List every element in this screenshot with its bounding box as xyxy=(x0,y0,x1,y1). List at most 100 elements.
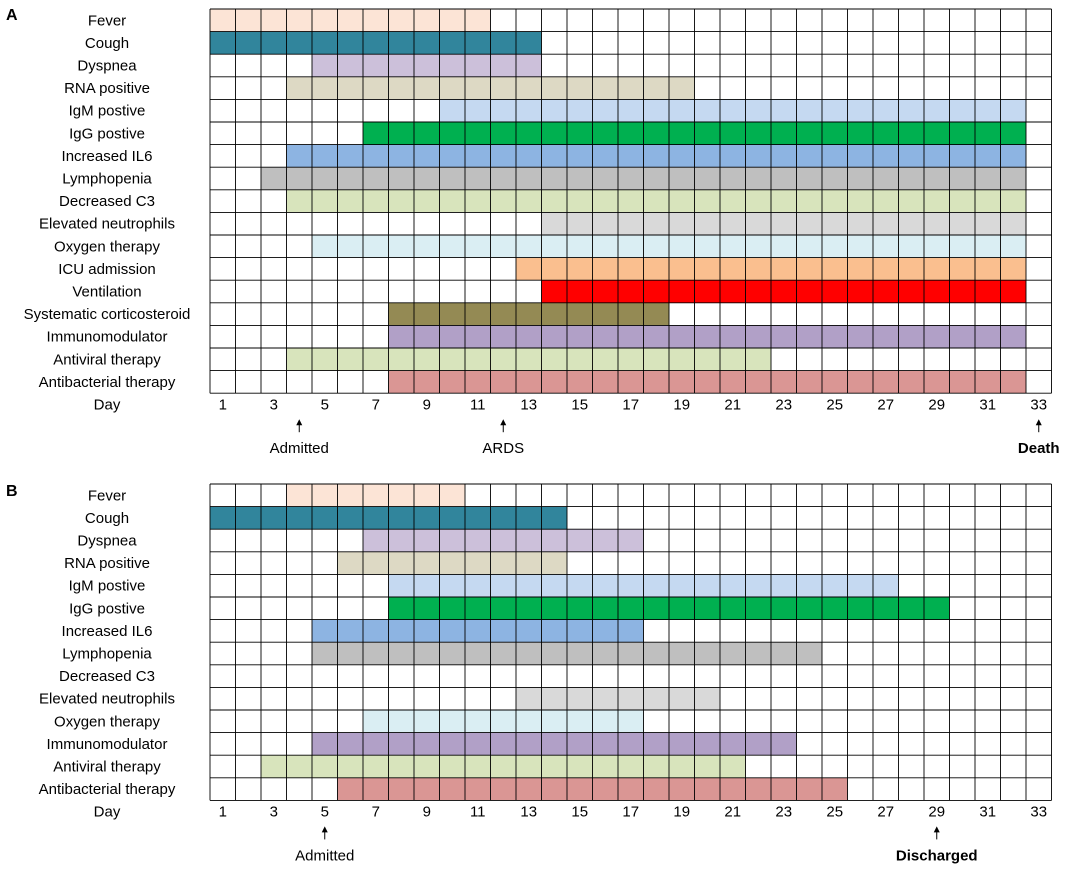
bar-cell xyxy=(388,122,414,145)
bar-cell xyxy=(567,280,593,303)
bar-cell xyxy=(312,755,338,778)
row-label: Ventilation xyxy=(72,284,141,301)
bar-cell xyxy=(516,144,542,168)
bar-cell xyxy=(414,325,440,348)
bar-cell xyxy=(720,642,746,665)
bar-cell xyxy=(363,710,389,733)
bar-cell xyxy=(771,732,797,756)
bar-cell xyxy=(337,144,363,168)
bar-cell xyxy=(643,257,669,281)
bar-cell xyxy=(541,189,567,213)
bar-cell xyxy=(822,257,848,281)
bar-cell xyxy=(388,325,414,348)
bar-cell xyxy=(847,574,873,597)
bar-cell xyxy=(541,710,567,733)
day-tick-label: 7 xyxy=(372,397,380,414)
bar-cell xyxy=(363,755,389,778)
bar-cell xyxy=(847,325,873,348)
bar-cell xyxy=(516,687,542,710)
bar-cell xyxy=(541,348,567,371)
bar-cell xyxy=(567,687,593,710)
bar-cell xyxy=(414,370,440,394)
bar-cell xyxy=(439,348,465,371)
bar-cell xyxy=(592,302,618,326)
bar-cell xyxy=(745,280,771,303)
bar-cell xyxy=(388,506,414,530)
bar-cell xyxy=(694,777,720,801)
bar-cell xyxy=(210,9,236,32)
bar-cell xyxy=(567,325,593,348)
bar-cell xyxy=(924,212,950,235)
bar-cell xyxy=(490,348,516,371)
bar-cell xyxy=(771,144,797,168)
bar-cell xyxy=(363,54,389,77)
bar-cell xyxy=(490,710,516,733)
bar-cell xyxy=(414,777,440,801)
bar-cell xyxy=(592,122,618,145)
bar-cell xyxy=(210,506,236,530)
bar-cell xyxy=(924,167,950,190)
bar-cell xyxy=(363,529,389,552)
event-label: Discharged xyxy=(896,847,978,864)
bar-cell xyxy=(898,370,924,394)
row-label: Fever xyxy=(88,12,126,29)
bar-cell xyxy=(541,370,567,394)
bar-cell xyxy=(975,257,1001,281)
bar-cell xyxy=(312,732,338,756)
bar-cell xyxy=(796,257,822,281)
bar-cell xyxy=(898,167,924,190)
bar-cell xyxy=(796,280,822,303)
bar-cell xyxy=(388,642,414,665)
day-tick-label: 9 xyxy=(423,397,431,414)
bar-cell xyxy=(694,642,720,665)
bar-cell xyxy=(694,325,720,348)
bar-cell xyxy=(975,99,1001,122)
bar-cell xyxy=(490,529,516,552)
bar-cell xyxy=(771,99,797,122)
bar-cell xyxy=(541,732,567,756)
bar-cell xyxy=(439,370,465,394)
bar-cell xyxy=(286,76,312,100)
bar-cell xyxy=(694,189,720,213)
bar-cell xyxy=(949,212,975,235)
bar-cell xyxy=(822,189,848,213)
bar-cell xyxy=(414,144,440,168)
bar-cell xyxy=(388,597,414,620)
day-axis-label: Day xyxy=(94,397,121,414)
row-label: Oxygen therapy xyxy=(54,713,160,730)
bar-cell xyxy=(567,99,593,122)
bar-cell xyxy=(286,755,312,778)
bar-cell xyxy=(337,732,363,756)
bar-cell xyxy=(465,122,491,145)
bar-cell xyxy=(643,144,669,168)
bar-cell xyxy=(643,302,669,326)
panel-a: A Fever Cough Dyspnea RNA positive IgM postiv… xyxy=(6,7,1060,457)
bar-cell xyxy=(924,99,950,122)
bar-cell xyxy=(618,280,644,303)
bar-cell xyxy=(898,325,924,348)
bar-cell xyxy=(771,325,797,348)
bar-cell xyxy=(286,144,312,168)
bar-cell xyxy=(720,235,746,258)
bar-cell xyxy=(465,189,491,213)
bar-cell xyxy=(541,302,567,326)
bar-cell xyxy=(643,280,669,303)
day-tick-label: 1 xyxy=(219,397,227,414)
row-label: Immunomodulator xyxy=(47,736,168,753)
bar-cell xyxy=(898,597,924,620)
row-label: Dyspnea xyxy=(77,58,137,75)
bar-cell xyxy=(643,189,669,213)
bar-cell xyxy=(669,325,695,348)
bar-cell xyxy=(592,732,618,756)
bar-cell xyxy=(822,280,848,303)
bar-cell xyxy=(720,189,746,213)
bar-cell xyxy=(745,642,771,665)
bar-cell xyxy=(516,597,542,620)
bar-cell xyxy=(388,755,414,778)
bar-cell xyxy=(1000,144,1026,168)
bar-cell xyxy=(643,574,669,597)
bar-cell xyxy=(1000,325,1026,348)
bar-cell xyxy=(771,235,797,258)
bar-cell xyxy=(414,732,440,756)
bar-cell xyxy=(618,212,644,235)
